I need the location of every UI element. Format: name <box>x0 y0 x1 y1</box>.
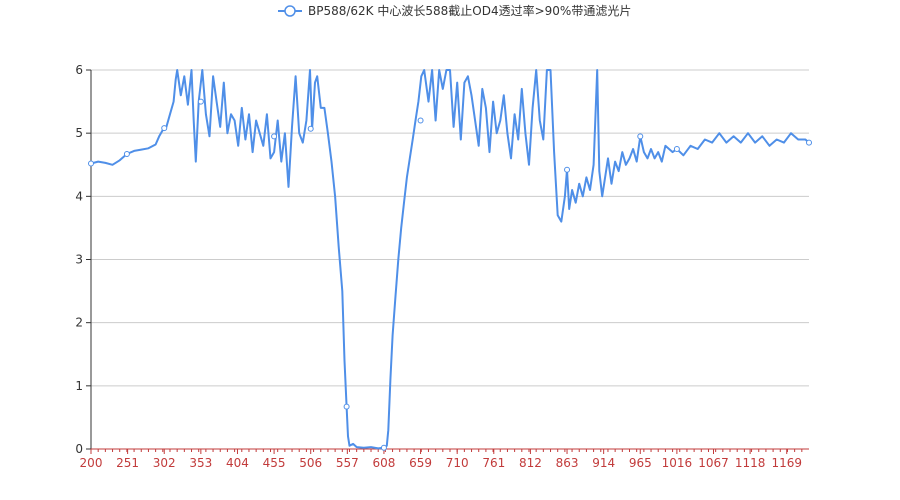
x-tick-label: 965 <box>629 456 652 470</box>
data-point[interactable] <box>307 125 314 132</box>
data-point[interactable] <box>637 133 644 140</box>
data-point[interactable] <box>88 160 94 167</box>
data-point[interactable] <box>673 145 680 152</box>
axes <box>86 69 809 454</box>
x-tick-label: 608 <box>372 456 395 470</box>
x-tick-label: 455 <box>263 456 286 470</box>
x-tick-label: 302 <box>153 456 176 470</box>
series-line <box>90 69 810 450</box>
y-tick-label: 0 <box>75 442 83 456</box>
y-tick-label: 1 <box>75 379 83 393</box>
x-tick-label: 1016 <box>662 456 693 470</box>
x-tick-label: 1169 <box>771 456 802 470</box>
legend[interactable]: BP588/62K 中心波长588截止OD4透过率>90%带通滤光片 <box>278 3 631 18</box>
data-point[interactable] <box>161 125 168 132</box>
y-tick-labels: 0 1 2 3 4 5 6 <box>75 63 83 456</box>
data-point[interactable] <box>564 166 571 173</box>
series-markers <box>88 98 812 451</box>
x-tick-label: 1118 <box>735 456 766 470</box>
x-tick-label: 659 <box>409 456 432 470</box>
data-point[interactable] <box>271 133 278 140</box>
legend-marker-icon <box>284 5 296 17</box>
x-tick-label: 353 <box>189 456 212 470</box>
data-point[interactable] <box>806 139 812 146</box>
x-tick-label: 404 <box>226 456 249 470</box>
x-tick-label: 761 <box>482 456 505 470</box>
data-point[interactable] <box>417 117 424 124</box>
data-point[interactable] <box>343 403 350 410</box>
x-tick-label: 557 <box>336 456 359 470</box>
x-tick-label: 1067 <box>698 456 729 470</box>
x-tick-label: 812 <box>519 456 542 470</box>
y-tick-label: 2 <box>75 316 83 330</box>
x-tick-label: 710 <box>446 456 469 470</box>
x-tick-label: 914 <box>592 456 615 470</box>
series <box>90 69 810 450</box>
x-tick-label: 863 <box>556 456 579 470</box>
y-tick-label: 6 <box>75 63 83 77</box>
legend-label: BP588/62K 中心波长588截止OD4透过率>90%带通滤光片 <box>308 3 631 18</box>
x-tick-label: 506 <box>299 456 322 470</box>
y-tick-label: 3 <box>75 253 83 267</box>
y-tick-label: 4 <box>75 189 83 203</box>
data-point[interactable] <box>197 98 204 105</box>
x-tick-labels: 200 251 302 353 404 455 506 557 608 659 710 761 812 8… <box>80 456 802 470</box>
data-point[interactable] <box>123 151 130 158</box>
y-tick-label: 5 <box>75 126 83 140</box>
x-tick-label: 200 <box>80 456 103 470</box>
x-tick-label: 251 <box>116 456 139 470</box>
data-point[interactable] <box>380 444 387 451</box>
